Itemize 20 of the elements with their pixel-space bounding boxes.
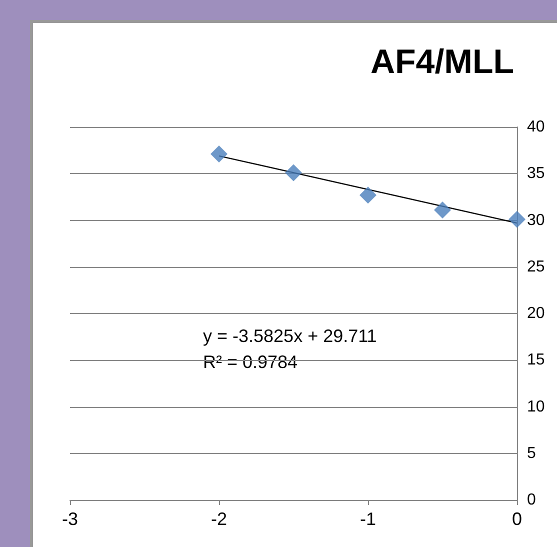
y-tick-label: 10 (527, 398, 545, 416)
point (285, 164, 302, 182)
y-tick-label: 40 (527, 118, 545, 136)
y-tick-label: 5 (527, 444, 536, 462)
point (434, 201, 451, 218)
y-tick-label: 35 (527, 165, 545, 182)
x-tick-label: -2 (210, 509, 228, 529)
y-tick-label: 0 (527, 492, 536, 508)
y-tick-label: 25 (527, 258, 545, 276)
chart-title: AF4/MLL (370, 43, 514, 81)
point (360, 186, 376, 204)
x-tick-label: 0 (512, 509, 522, 529)
x-tick-label: -1 (360, 509, 376, 529)
y-tick-label: 30 (527, 212, 545, 229)
y-tick-label: 15 (527, 352, 545, 369)
point (508, 210, 526, 228)
y-tick-label: 20 (527, 305, 545, 322)
x-tick-label: -3 (62, 509, 78, 529)
annotation: y = -3.5825x + 29.711 (203, 326, 377, 346)
point (210, 146, 228, 163)
